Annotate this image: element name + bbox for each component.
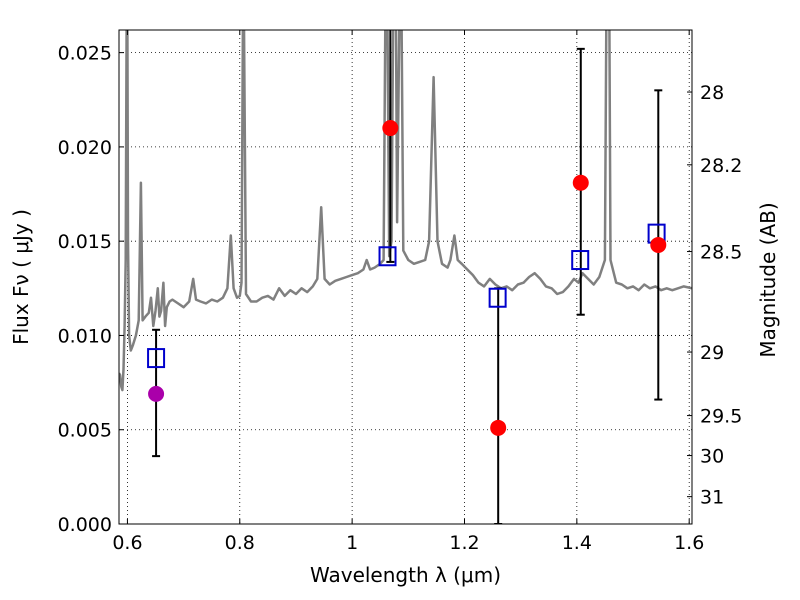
y-tick-label: 0.010 [58,325,112,347]
observed-point [148,385,165,402]
model-point [147,348,166,369]
observed-point [382,120,399,137]
observed-photometry-series [148,120,667,436]
y-right-tick-label: 28.5 [700,242,742,264]
y-right-tick-label: 31 [700,487,724,509]
x-axis-title: Wavelength λ (μm) [310,563,501,587]
y-right-tick-label: 29 [700,342,724,364]
model-point [378,246,397,267]
y-right-axis-title: Magnitude (AB) [756,202,780,357]
axis-ticks [119,30,692,525]
y-tick-label: 0.025 [58,43,112,65]
model-point [571,250,590,271]
tick-labels: 0.6 0.8 1 1.2 1.4 1.6 0.000 0.005 0.010 0.015 0.02… [58,43,743,554]
plot-frame [118,29,693,525]
x-tick-label: 0.6 [112,532,142,554]
y-tick-label: 0.015 [58,231,112,253]
x-tick-label: 1.2 [449,532,479,554]
x-tick-label: 0.8 [225,532,255,554]
observed-point [572,174,589,191]
observed-point [490,419,507,436]
y-axis-title: Flux Fν ( μJy ) [9,209,33,345]
y-tick-label: 0.005 [58,420,112,442]
errorbar-series [152,30,663,524]
y-right-tick-label: 30 [700,446,724,468]
x-tick-label: 1 [346,532,358,554]
y-tick-label: 0.000 [58,514,112,536]
observed-point [650,236,667,253]
spectrum-line [119,30,692,392]
y-right-tick-label: 29.5 [700,406,742,428]
model-point [488,287,507,308]
y-right-tick-label: 28.2 [700,155,742,177]
x-tick-label: 1.6 [674,532,704,554]
model-photometry-series [147,223,666,369]
spectrum-series [119,30,692,392]
y-tick-label: 0.020 [58,137,112,159]
x-tick-label: 1.4 [562,532,592,554]
y-right-tick-label: 28 [700,82,724,104]
